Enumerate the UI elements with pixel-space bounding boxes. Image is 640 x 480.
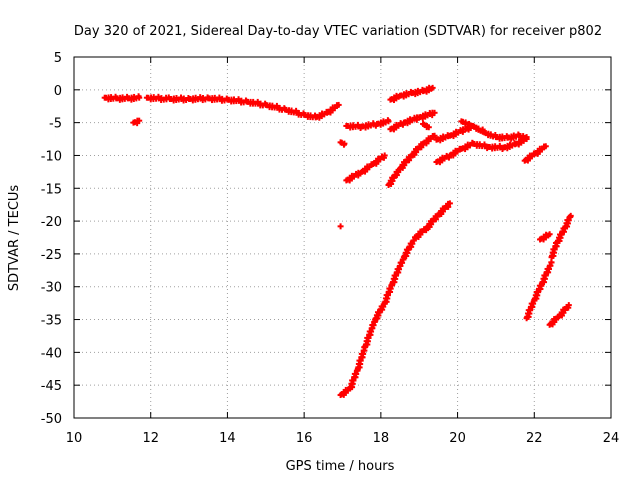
- data-point: [445, 133, 452, 140]
- data-point: [522, 135, 529, 142]
- data-points: [101, 84, 574, 399]
- x-tick-label: 22: [526, 431, 543, 446]
- y-tick-label: 0: [54, 84, 62, 99]
- y-tick-label: -50: [41, 412, 62, 427]
- data-point: [390, 174, 397, 181]
- data-point: [464, 121, 471, 128]
- plot-frame: [73, 56, 612, 419]
- data-point: [545, 232, 552, 239]
- data-point: [384, 117, 391, 124]
- data-point: [428, 85, 435, 92]
- axis-ticks: [73, 56, 612, 419]
- y-axis-label: SDTVAR / TECUs: [7, 185, 22, 292]
- x-tick-label: 18: [373, 431, 390, 446]
- data-point: [429, 133, 436, 140]
- data-point: [353, 367, 360, 374]
- y-tick-label: -20: [41, 215, 62, 230]
- data-point: [134, 117, 141, 124]
- data-point: [380, 303, 387, 310]
- data-point: [423, 227, 430, 234]
- grid-lines: [74, 57, 611, 418]
- data-point: [418, 141, 425, 148]
- data-point: [407, 154, 414, 161]
- data-point: [479, 128, 486, 135]
- data-point: [541, 144, 548, 151]
- y-tick-label: -30: [41, 281, 62, 296]
- data-point: [371, 318, 378, 325]
- y-tick-label: -10: [41, 149, 62, 164]
- x-tick-labels: 10 12 14 16 18 20 22 24: [66, 431, 620, 446]
- x-tick-label: 16: [296, 431, 313, 446]
- y-tick-label: -40: [41, 346, 62, 361]
- data-point: [399, 256, 406, 263]
- data-point: [530, 300, 537, 307]
- data-point: [565, 304, 572, 311]
- data-point: [423, 122, 430, 129]
- y-tick-labels: 5 0 -5 -10 -15 -20 -25 -30 -35 -40 -45 -50: [41, 51, 62, 427]
- y-tick-label: 5: [54, 51, 62, 66]
- data-point: [395, 169, 402, 176]
- data-point: [340, 141, 347, 148]
- data-point: [456, 146, 463, 153]
- x-tick-label: 24: [603, 431, 620, 446]
- y-tick-label: -35: [41, 314, 62, 329]
- y-tick-label: -15: [41, 182, 62, 197]
- data-point: [429, 109, 436, 116]
- y-tick-label: -45: [41, 379, 62, 394]
- data-point: [434, 213, 441, 220]
- x-tick-label: 12: [142, 431, 159, 446]
- data-point: [337, 223, 344, 230]
- data-point: [380, 154, 387, 161]
- x-tick-label: 20: [449, 431, 466, 446]
- data-point: [410, 237, 417, 244]
- data-point: [445, 200, 452, 207]
- data-point: [333, 102, 340, 109]
- data-point: [135, 93, 142, 100]
- data-point: [546, 262, 553, 269]
- data-point: [409, 240, 416, 247]
- chart-title: Day 320 of 2021, Sidereal Day-to-day VTE…: [74, 24, 602, 39]
- x-axis-label: GPS time / hours: [286, 459, 395, 474]
- x-tick-label: 14: [219, 431, 236, 446]
- data-point: [566, 214, 573, 221]
- y-tick-label: -5: [49, 117, 62, 132]
- y-tick-label: -25: [41, 248, 62, 263]
- data-point: [538, 282, 545, 289]
- data-point: [388, 282, 395, 289]
- x-tick-label: 10: [66, 431, 83, 446]
- data-point: [548, 259, 555, 266]
